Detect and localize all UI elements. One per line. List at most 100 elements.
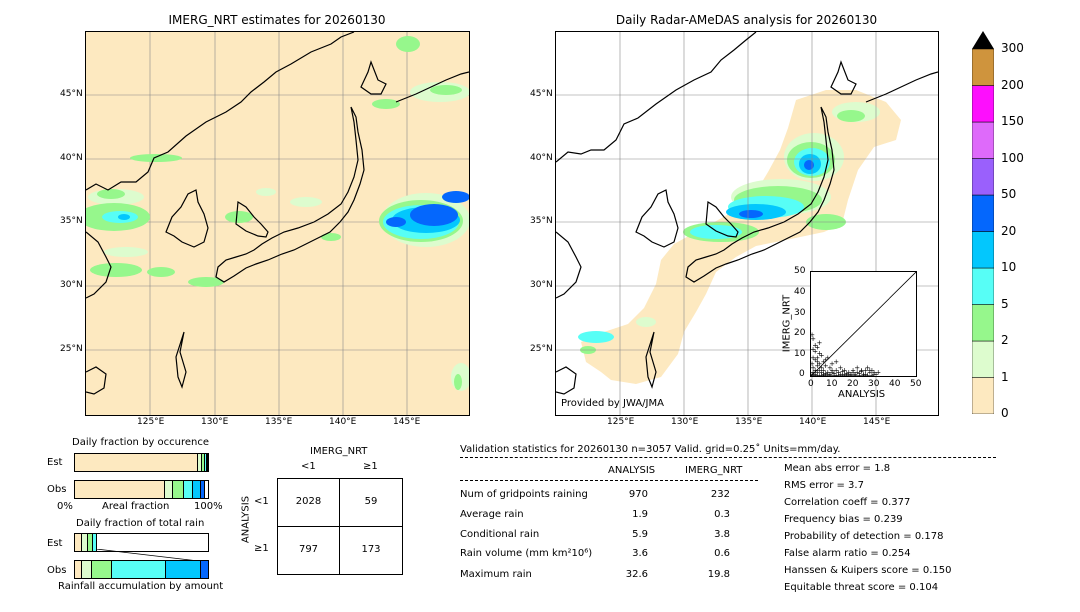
left-map-coastlines [86, 32, 469, 395]
scatter-point: + [842, 370, 848, 376]
scatter-point: + [819, 368, 825, 376]
score-line: False alarm ratio = 0.254 [784, 548, 911, 559]
scatter-point: + [816, 339, 822, 347]
right-map: + + + + + + + + + + + + + + + + + + + + + + + + + + + + + + + + + + + + + + + +… [555, 31, 939, 416]
scatter-point: + [854, 368, 860, 376]
occ-axis-right: 100% [194, 501, 223, 512]
scatter-point: + [873, 370, 879, 376]
stats-header: Validation statistics for 20260130 n=305… [460, 444, 841, 455]
colorbar-level-label: 10 [1001, 260, 1017, 274]
scatter-point: + [811, 360, 815, 368]
colorbar-level-label: 5 [1001, 296, 1009, 311]
scatter-point: + [812, 370, 818, 376]
score-line: Probability of detection = 0.178 [784, 531, 944, 542]
scatter-point: + [816, 371, 822, 376]
right-lon-tick: 140°E [799, 417, 827, 427]
scatter-point: + [825, 368, 831, 376]
scatter-point: + [867, 368, 873, 376]
score-line: Correlation coeff = 0.377 [784, 497, 911, 508]
fraction-segment [75, 454, 199, 471]
scatter-ytick: 30 [794, 308, 806, 318]
scatter-point: + [850, 366, 856, 374]
contingency-row-ge: ≥1 [254, 543, 269, 554]
left-lon-tick: 145°E [393, 417, 421, 427]
scatter-point: + [846, 368, 852, 376]
scatter-point: + [821, 370, 827, 376]
occ-axis-mid: Areal fraction [102, 501, 170, 512]
left-lat-tick: 45°N [60, 89, 83, 99]
stats-col-analysis: ANALYSIS [608, 465, 656, 476]
scatter-point: + [821, 371, 827, 376]
scatter-point: + [819, 364, 825, 372]
stats-row-imerg: 232 [710, 489, 730, 500]
scatter-point: + [852, 370, 858, 376]
scatter-point: + [829, 360, 835, 368]
scatter-point: + [854, 364, 860, 372]
colorbar-level-label: 0 [1001, 406, 1009, 420]
stats-col-divider [460, 480, 758, 481]
scatter-point: + [837, 364, 843, 372]
left-lon-tick: 140°E [329, 417, 357, 427]
scatter-ylabel: IMERG_NRT [781, 294, 793, 353]
scatter-point: + [869, 371, 875, 376]
scatter-xtick: 10 [826, 379, 838, 389]
right-lat-tick: 30°N [530, 280, 553, 290]
stats-row-analysis: 3.6 [632, 548, 648, 559]
scatter-point: + [846, 370, 852, 376]
contingency-cell: 797 [298, 544, 319, 555]
score-line: Frequency bias = 0.239 [784, 514, 903, 525]
colorbar [971, 31, 995, 415]
right-lon-tick: 145°E [863, 417, 891, 427]
scatter-point: + [827, 364, 833, 372]
scatter-ytick: 10 [794, 349, 806, 359]
right-lat-tick: 45°N [530, 89, 553, 99]
scatter-xtick: 20 [847, 379, 859, 389]
fraction-segment [198, 454, 202, 471]
colorbar-swatch [971, 267, 995, 305]
colorbar-extend-arrow [972, 31, 994, 49]
stats-row-analysis: 970 [628, 489, 648, 500]
fraction-segment [165, 481, 174, 498]
occ-est-label: Est [47, 457, 63, 468]
scatter-point: + [811, 364, 816, 372]
scatter-point: + [821, 358, 827, 366]
fraction-segment [204, 454, 207, 471]
scatter-point: + [831, 371, 837, 376]
colorbar-swatch [971, 231, 995, 269]
scatter-point: + [852, 371, 858, 376]
stats-row-label: Num of gridpoints raining [460, 489, 588, 500]
scatter-point: + [833, 366, 839, 374]
scatter-point: + [812, 366, 818, 374]
scatter-point: + [865, 364, 871, 372]
scatter-point: + [835, 368, 841, 376]
colorbar-swatch [971, 85, 995, 123]
occ-title: Daily fraction by occurence [72, 437, 210, 448]
contingency-cell: 59 [364, 496, 378, 507]
scatter-xtick: 40 [889, 379, 901, 389]
accum-label: Rainfall accumulation by amount [58, 581, 224, 592]
contingency-cell: 173 [361, 544, 381, 555]
contingency-cell: 2028 [295, 496, 322, 507]
scatter-point: + [858, 366, 864, 374]
fraction-segment [184, 481, 194, 498]
scatter-point: + [819, 352, 825, 360]
scatter-point: + [856, 371, 862, 376]
right-map-title: Daily Radar-AMeDAS analysis for 20260130 [615, 13, 878, 27]
fraction-segment [75, 481, 166, 498]
stats-row-imerg: 3.8 [714, 529, 730, 540]
scatter-point: + [811, 335, 816, 343]
scatter-point: + [842, 366, 848, 374]
colorbar-level-label: 150 [1001, 114, 1024, 128]
stats-row-label: Average rain [460, 509, 524, 520]
contingency-col-lt: <1 [301, 461, 316, 472]
scatter-point: + [811, 345, 816, 353]
occ-obs-label: Obs [47, 484, 67, 495]
scatter-point: + [814, 358, 820, 366]
right-map-canvas [556, 32, 938, 415]
colorbar-level-label: 200 [1001, 77, 1024, 92]
colorbar-swatch [971, 121, 995, 159]
left-lat-tick: 35°N [60, 216, 83, 226]
scatter-point: + [865, 371, 871, 376]
scatter-point: + [875, 368, 881, 376]
rain-connector [95, 549, 208, 563]
